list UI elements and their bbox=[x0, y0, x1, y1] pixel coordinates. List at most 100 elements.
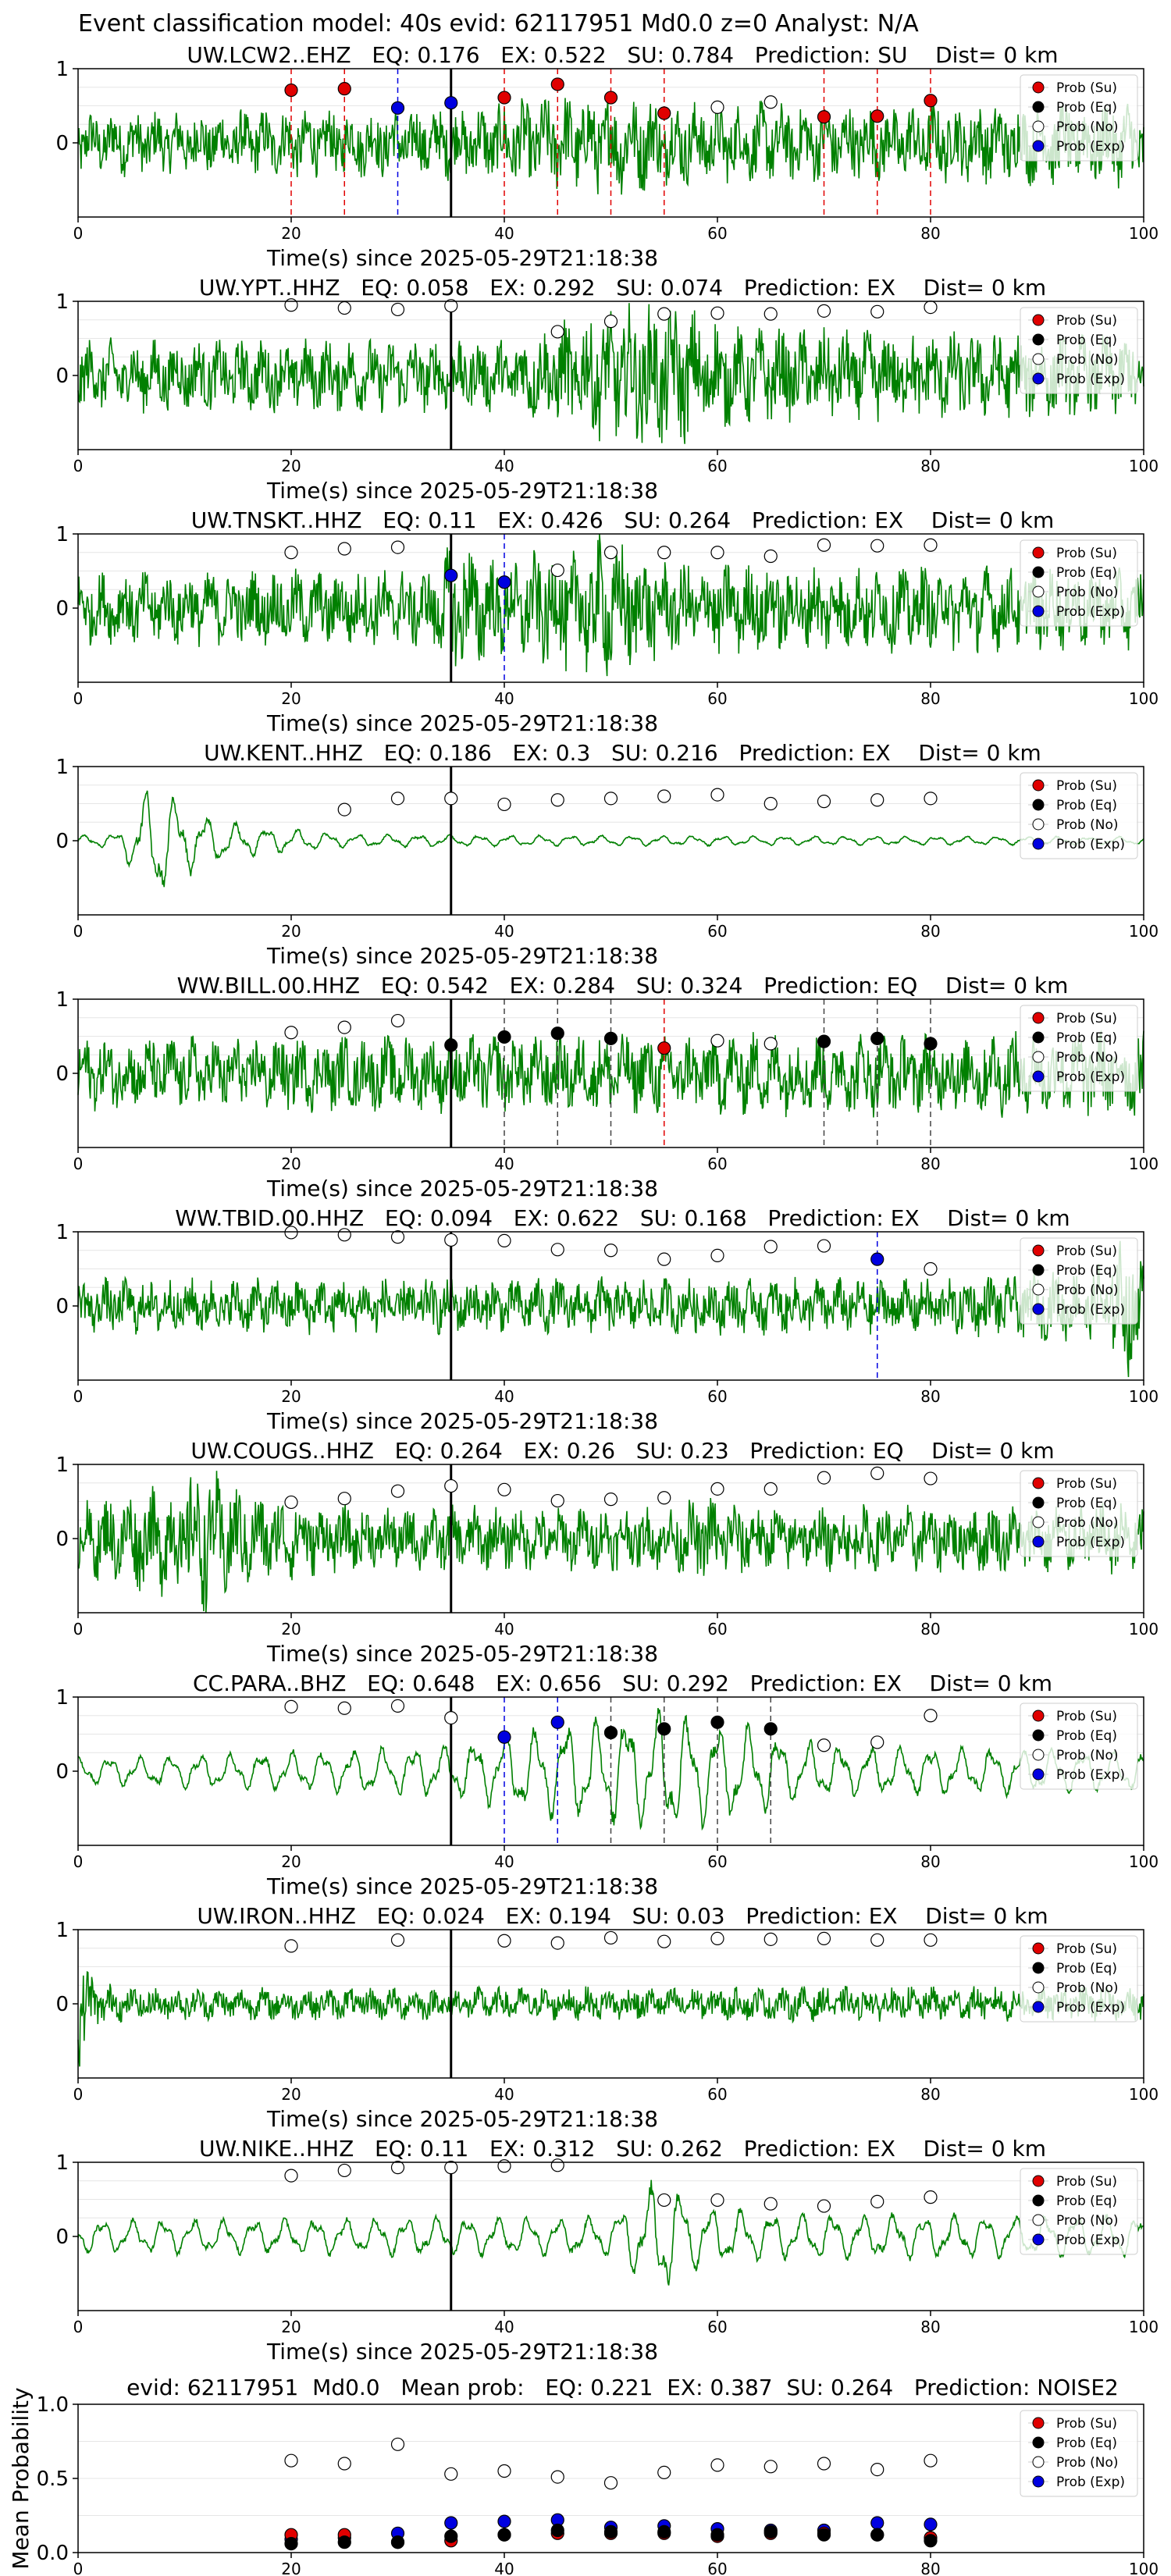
y-tick-label: 1 bbox=[55, 58, 69, 81]
mean-prob-marker-no bbox=[337, 2457, 351, 2471]
legend-label-eq: Prob (Eq) bbox=[1056, 565, 1117, 581]
x-tick-label: 40 bbox=[494, 1620, 514, 1638]
legend-label-no: Prob (No) bbox=[1056, 1980, 1119, 1996]
x-tick-label: 20 bbox=[281, 1852, 301, 1871]
mean-prob-marker-eq bbox=[603, 2524, 618, 2539]
legend-label-su: Prob (Su) bbox=[1056, 1476, 1117, 1492]
legend-frame bbox=[1020, 2410, 1138, 2497]
station-panel: UW.COUGS..HHZ EQ: 0.264 EX: 0.26 SU: 0.2… bbox=[55, 1438, 1159, 1667]
x-tick-label: 80 bbox=[920, 1387, 940, 1406]
prob-marker-no bbox=[710, 1248, 724, 1263]
prob-marker-no bbox=[284, 546, 298, 560]
prob-marker-eq bbox=[924, 1037, 938, 1051]
mean-prob-marker-exp bbox=[444, 2516, 458, 2530]
prob-marker-no bbox=[550, 793, 564, 807]
prob-marker-no bbox=[763, 1932, 778, 1946]
x-tick-label: 80 bbox=[920, 457, 940, 475]
x-tick-label: 80 bbox=[920, 2560, 940, 2576]
prob-marker-no bbox=[603, 792, 618, 806]
prob-marker-no bbox=[710, 546, 724, 560]
legend-marker-no bbox=[1032, 2214, 1045, 2226]
prob-marker-no bbox=[817, 1471, 831, 1485]
x-tick-label: 40 bbox=[494, 2318, 514, 2336]
prob-marker-no bbox=[924, 1471, 938, 1485]
x-axis-label: Time(s) since 2025-05-29T21:18:38 bbox=[266, 2106, 658, 2132]
prob-marker-no bbox=[763, 1482, 778, 1496]
legend-marker-eq bbox=[1032, 333, 1045, 346]
prob-marker-no bbox=[390, 1013, 405, 1028]
prob-marker-no bbox=[337, 1492, 351, 1506]
mean-prob-marker-no bbox=[657, 2465, 671, 2479]
panel-title: UW.IRON..HHZ EQ: 0.024 EX: 0.194 SU: 0.0… bbox=[197, 1903, 1048, 1929]
prob-marker-no bbox=[550, 325, 564, 339]
legend: Prob (Su) Prob (Eq) Prob (No) Prob (Exp) bbox=[1020, 2410, 1138, 2497]
legend-marker-no bbox=[1032, 353, 1045, 365]
prob-marker-no bbox=[337, 542, 351, 556]
prob-marker-no bbox=[817, 304, 831, 318]
prob-marker-no bbox=[444, 2161, 458, 2175]
y-tick-label: 1 bbox=[55, 1221, 69, 1244]
prob-marker-no bbox=[603, 1930, 618, 1945]
legend-frame bbox=[1020, 2168, 1138, 2255]
prob-marker-eq bbox=[657, 1722, 671, 1736]
legend-label-exp: Prob (Exp) bbox=[1056, 2475, 1125, 2490]
mean-prob-marker-eq bbox=[444, 2529, 458, 2543]
y-tick-label: 1 bbox=[55, 290, 69, 314]
legend-marker-su bbox=[1032, 314, 1045, 326]
prob-marker-no bbox=[924, 1261, 938, 1276]
prob-marker-no bbox=[710, 788, 724, 802]
legend-label-no: Prob (No) bbox=[1056, 1050, 1119, 1066]
prob-marker-su bbox=[657, 1041, 671, 1055]
station-panel: UW.YPT..HHZ EQ: 0.058 EX: 0.292 SU: 0.07… bbox=[55, 275, 1159, 503]
station-panel: UW.LCW2..EHZ EQ: 0.176 EX: 0.522 SU: 0.7… bbox=[55, 42, 1159, 271]
legend-label-su: Prob (Su) bbox=[1056, 313, 1117, 329]
legend-label-no: Prob (No) bbox=[1056, 2455, 1119, 2471]
prob-marker-no bbox=[710, 100, 724, 114]
mean-prob-marker-eq bbox=[924, 2534, 938, 2548]
legend-label-su: Prob (Su) bbox=[1056, 2416, 1117, 2432]
x-axis-label: Time(s) since 2025-05-29T21:18:38 bbox=[266, 1873, 658, 1899]
legend-marker-eq bbox=[1032, 799, 1045, 811]
x-tick-label: 40 bbox=[494, 922, 514, 941]
x-tick-label: 40 bbox=[494, 1387, 514, 1406]
prob-marker-no bbox=[763, 95, 778, 109]
x-tick-label: 100 bbox=[1129, 1387, 1159, 1406]
prob-marker-no bbox=[497, 1233, 511, 1248]
legend-label-no: Prob (No) bbox=[1056, 119, 1119, 135]
prob-marker-no bbox=[710, 1931, 724, 1945]
legend-label-no: Prob (No) bbox=[1056, 585, 1119, 600]
prob-marker-no bbox=[924, 301, 938, 315]
legend-marker-eq bbox=[1032, 566, 1045, 578]
prob-marker-eq bbox=[763, 1722, 778, 1736]
x-axis-label: Time(s) since 2025-05-29T21:18:38 bbox=[266, 478, 658, 503]
x-tick-label: 60 bbox=[707, 224, 727, 243]
x-tick-label: 80 bbox=[920, 224, 940, 243]
station-panel: UW.KENT..HHZ EQ: 0.186 EX: 0.3 SU: 0.216… bbox=[55, 740, 1159, 969]
waveform-trace bbox=[77, 1029, 1144, 1118]
legend-frame bbox=[1020, 1005, 1138, 1092]
x-tick-label: 80 bbox=[920, 2318, 940, 2336]
legend-label-exp: Prob (Exp) bbox=[1056, 1069, 1125, 1085]
x-tick-label: 40 bbox=[494, 1852, 514, 1871]
x-tick-label: 100 bbox=[1129, 2318, 1159, 2336]
mean-prob-marker-eq bbox=[497, 2528, 511, 2542]
legend-label-exp: Prob (Exp) bbox=[1056, 1767, 1125, 1783]
legend-marker-exp bbox=[1032, 140, 1045, 152]
prob-marker-su bbox=[817, 110, 831, 124]
waveform-trace bbox=[77, 1970, 1144, 2067]
mean-probability-panel: evid: 62117951 Md0.0 Mean prob: EQ: 0.22… bbox=[8, 2375, 1159, 2576]
legend-frame bbox=[1020, 307, 1138, 394]
panel-title: UW.LCW2..EHZ EQ: 0.176 EX: 0.522 SU: 0.7… bbox=[187, 42, 1058, 68]
x-tick-label: 20 bbox=[281, 2560, 301, 2576]
x-tick-label: 40 bbox=[494, 689, 514, 708]
prob-marker-no bbox=[550, 563, 564, 578]
prob-marker-eq bbox=[603, 1031, 618, 1045]
legend-marker-exp bbox=[1032, 2233, 1045, 2246]
y-tick-label: 1 bbox=[55, 988, 69, 1012]
prob-marker-no bbox=[550, 1493, 564, 1508]
prob-marker-no bbox=[337, 1020, 351, 1034]
legend-frame bbox=[1020, 74, 1138, 162]
prob-marker-no bbox=[870, 1735, 884, 1749]
mean-prob-marker-eq bbox=[550, 2523, 564, 2538]
x-tick-label: 60 bbox=[707, 2085, 727, 2104]
